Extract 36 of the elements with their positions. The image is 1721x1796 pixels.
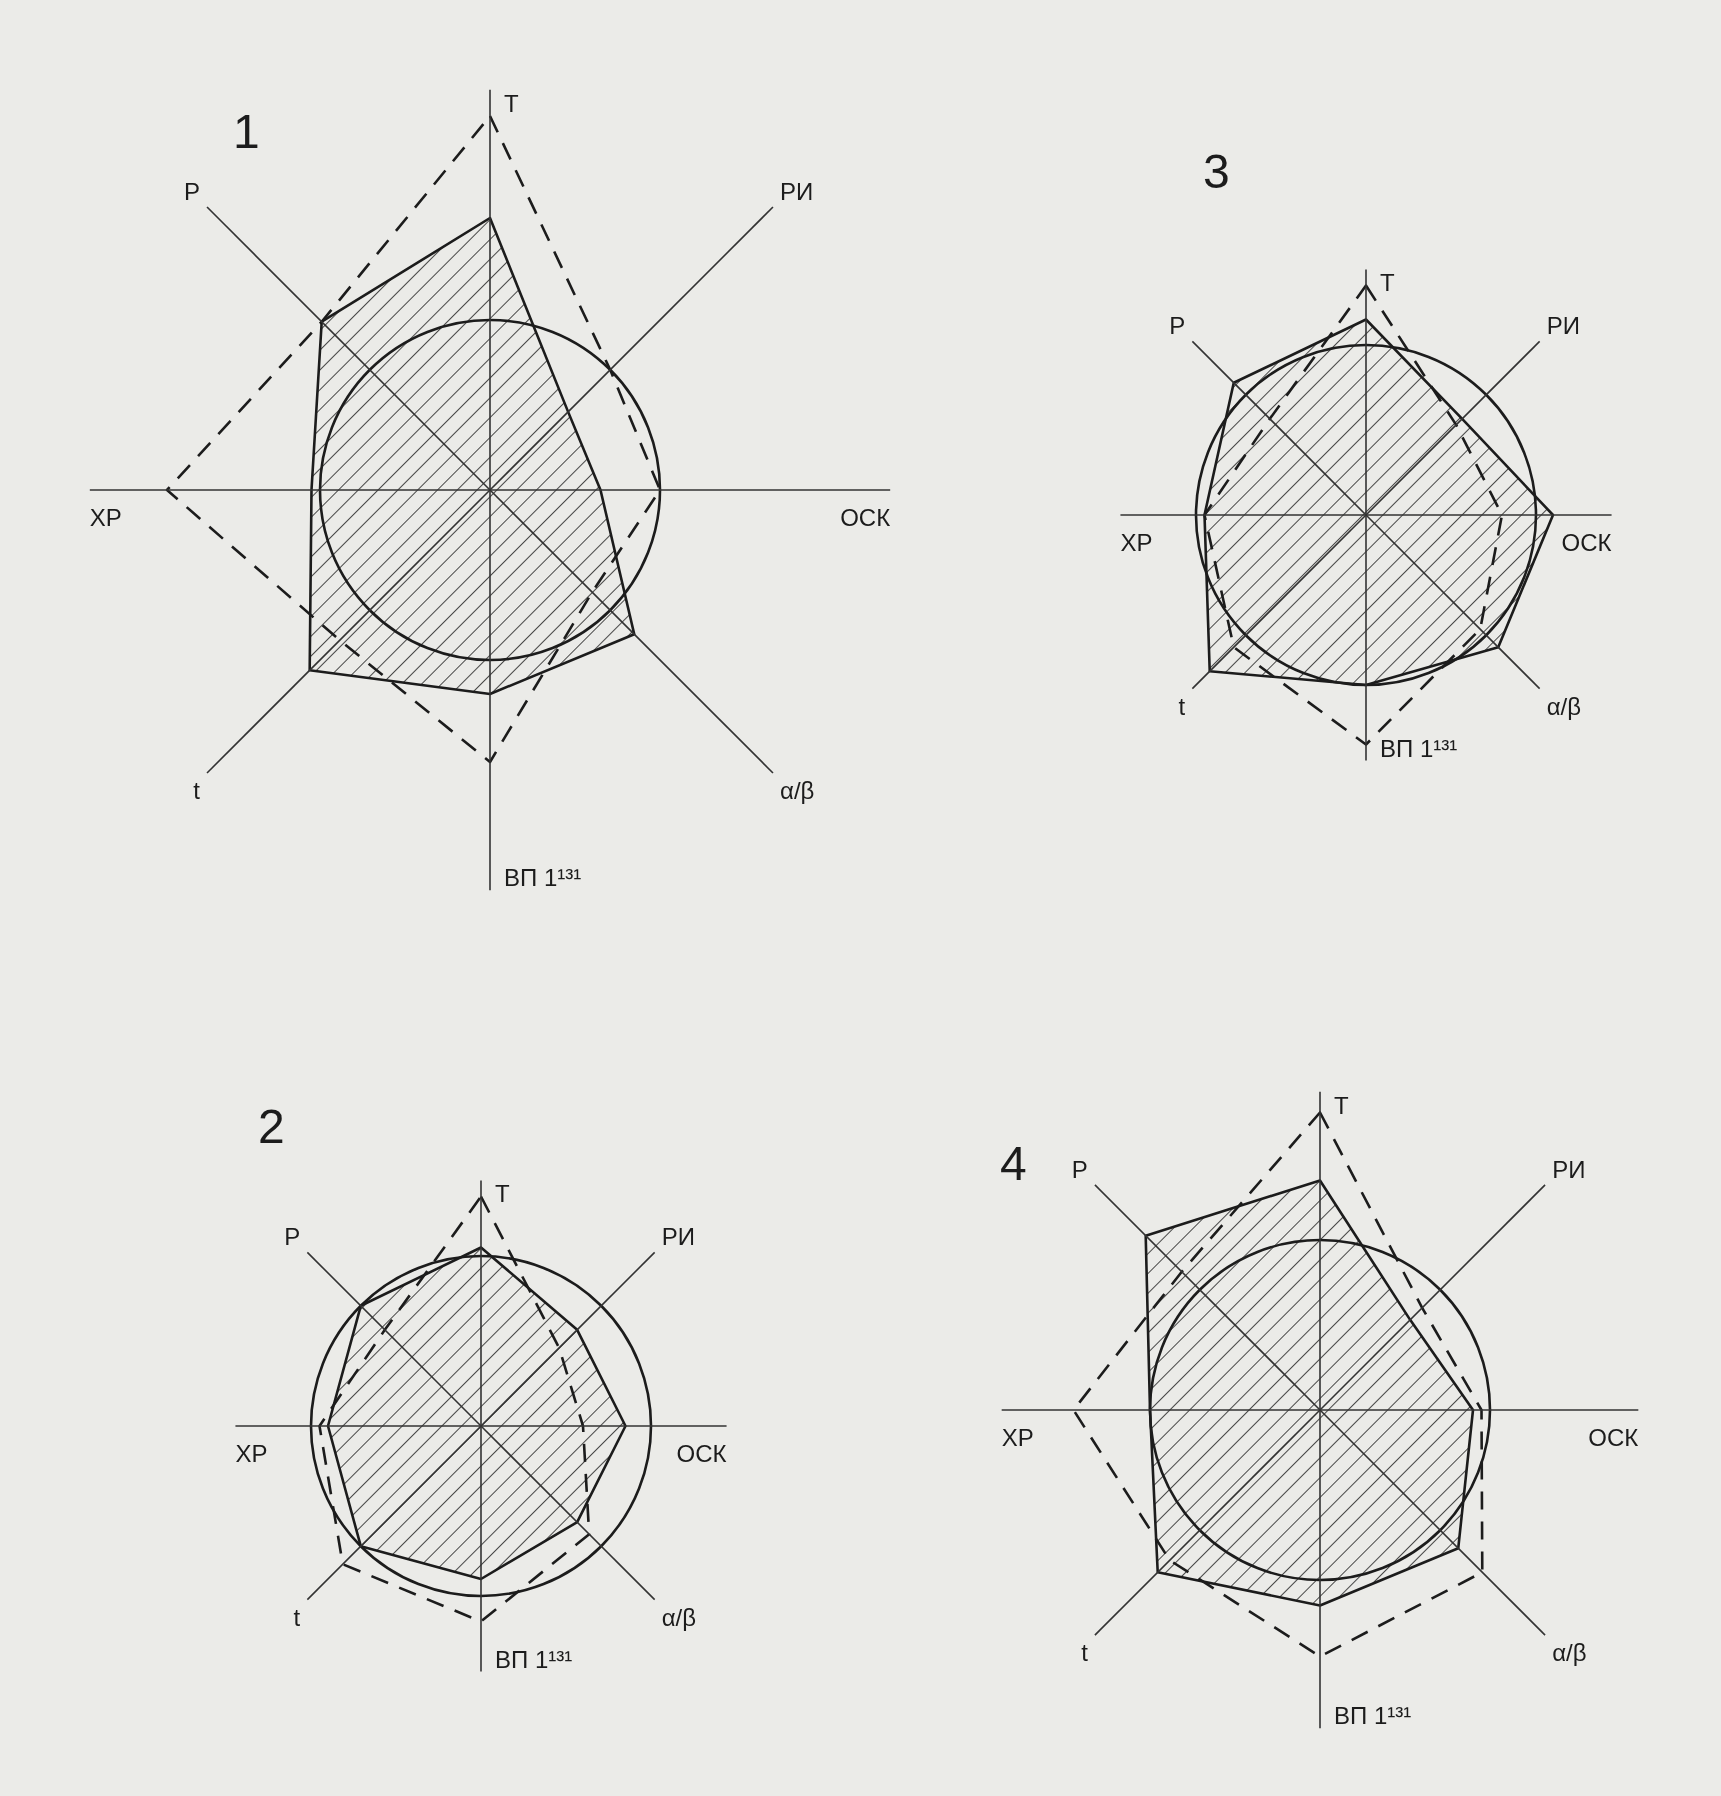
chart-title: 1	[233, 105, 260, 158]
spoke-label: Р	[1169, 312, 1186, 340]
spoke-label: t	[193, 777, 201, 805]
spoke-label: ХР	[1120, 529, 1153, 556]
spoke-label: α/β	[661, 1603, 697, 1631]
spoke-label: ОСК	[840, 504, 891, 531]
spoke-label: ВП 1¹³¹	[1334, 1702, 1412, 1730]
spoke-label: РИ	[1552, 1155, 1586, 1183]
spoke-label: РИ	[780, 177, 814, 205]
spoke-label: Т	[495, 1180, 510, 1208]
spoke-label: ОСК	[1561, 529, 1612, 556]
spoke-label: Т	[504, 89, 519, 117]
spoke-label: t	[293, 1603, 301, 1631]
spoke-label: РИ	[1546, 312, 1580, 340]
spoke-label: α/β	[1546, 692, 1582, 720]
spoke-label: ХР	[1001, 1424, 1034, 1451]
spoke-label: Т	[1380, 269, 1395, 297]
spoke-label: Т	[1334, 1091, 1349, 1119]
spoke-label: α/β	[780, 777, 815, 805]
spoke-label: ХР	[89, 504, 122, 531]
spoke-label: ОСК	[676, 1440, 727, 1467]
spoke-label: α/β	[1552, 1639, 1587, 1667]
spoke-label: ВП 1¹³¹	[1380, 734, 1458, 762]
spoke-label: ХР	[235, 1440, 268, 1467]
chart-title: 3	[1203, 145, 1230, 198]
chart-title: 2	[258, 1100, 285, 1153]
spoke-label: ВП 1¹³¹	[504, 864, 582, 892]
spoke-label: РИ	[661, 1223, 695, 1251]
spoke-label: ОСК	[1588, 1424, 1639, 1451]
spoke-label: Р	[183, 177, 200, 205]
text: 4	[1000, 1137, 1027, 1190]
spoke-label: Р	[1071, 1155, 1088, 1183]
spoke-label: t	[1081, 1639, 1089, 1667]
spoke-label: Р	[284, 1223, 301, 1251]
spoke-label: t	[1178, 692, 1186, 720]
spoke-label: ВП 1¹³¹	[495, 1645, 573, 1673]
